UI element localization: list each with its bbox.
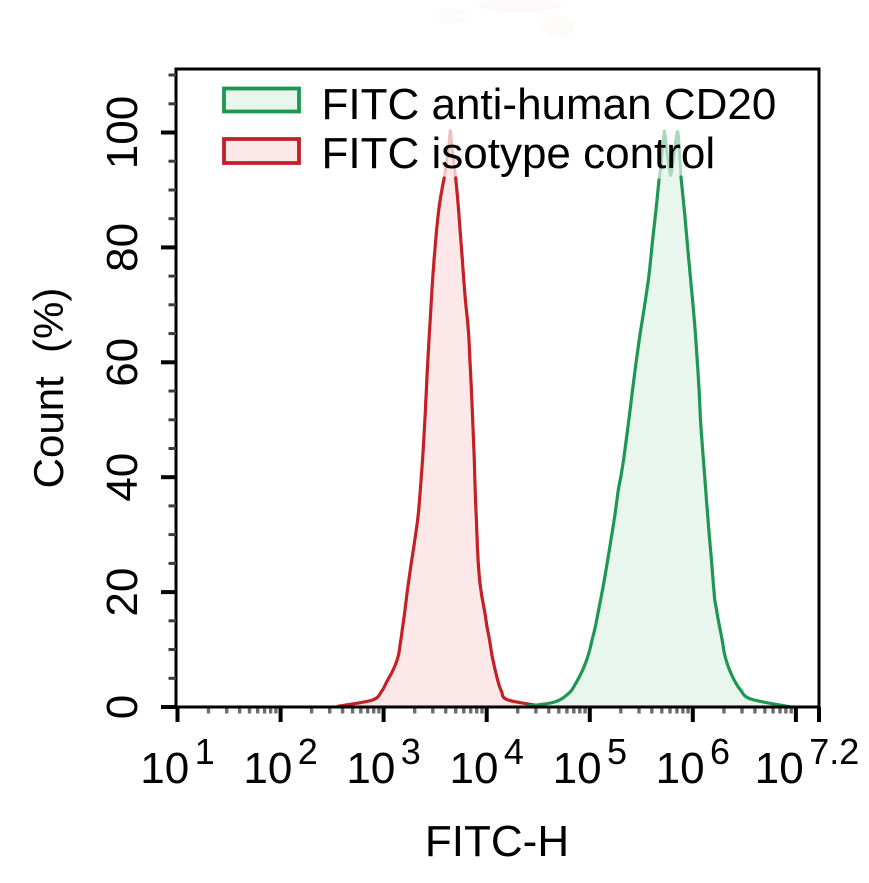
svg-text:7.2: 7.2 [809, 731, 859, 772]
svg-text:1: 1 [195, 731, 215, 772]
svg-text:3: 3 [401, 731, 421, 772]
svg-text:2: 2 [298, 731, 318, 772]
svg-text:0: 0 [98, 695, 147, 719]
svg-text:10: 10 [553, 744, 602, 793]
svg-text:FITC isotype control: FITC isotype control [322, 129, 716, 178]
svg-text:FITC-H: FITC-H [425, 817, 569, 866]
svg-text:10: 10 [140, 744, 189, 793]
svg-text:10: 10 [346, 744, 395, 793]
svg-text:10: 10 [450, 744, 499, 793]
svg-text:Count (%): Count (%) [25, 288, 72, 489]
svg-text:20: 20 [98, 568, 147, 617]
svg-text:100: 100 [98, 96, 147, 169]
svg-text:10: 10 [656, 744, 705, 793]
svg-text:60: 60 [98, 338, 147, 387]
svg-text:40: 40 [98, 453, 147, 502]
svg-text:FITC anti-human CD20: FITC anti-human CD20 [322, 80, 777, 129]
svg-text:4: 4 [504, 731, 524, 772]
svg-text:10: 10 [755, 744, 804, 793]
svg-text:10: 10 [243, 744, 292, 793]
svg-text:6: 6 [710, 731, 730, 772]
svg-text:80: 80 [98, 223, 147, 272]
svg-text:5: 5 [607, 731, 627, 772]
